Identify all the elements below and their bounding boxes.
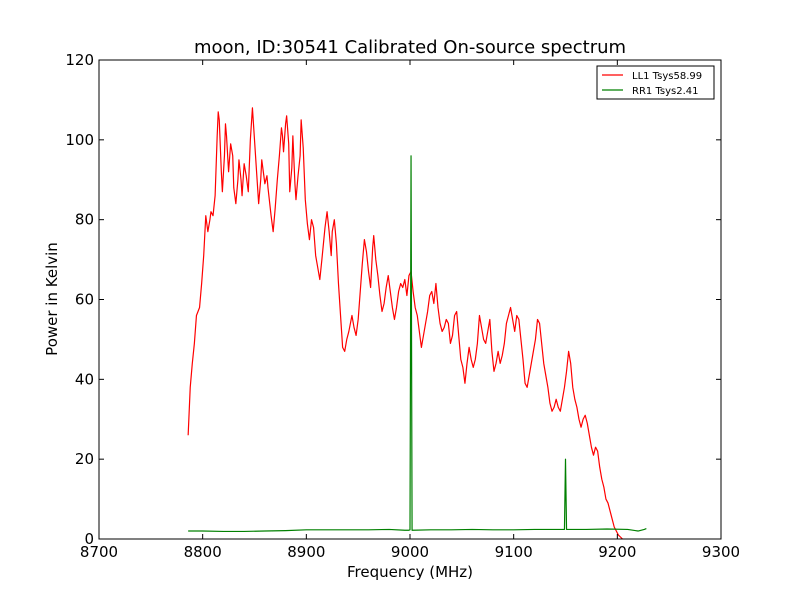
y-tick-label: 80 <box>75 211 94 229</box>
y-tick-label: 0 <box>84 530 94 548</box>
x-tick-label: 9100 <box>495 543 533 561</box>
x-tick-label: 8900 <box>287 543 325 561</box>
legend-box <box>596 65 715 100</box>
x-axis-label: Frequency (MHz) <box>347 563 473 581</box>
plot-area: 8700 8800 8900 9000 9100 9200 9300 0 20 40 60 80 100… <box>65 51 740 561</box>
x-tick-label: 9200 <box>598 543 636 561</box>
y-tick-label: 40 <box>75 370 94 388</box>
y-tick-label: 100 <box>65 131 94 149</box>
y-tick-label: 120 <box>65 51 94 69</box>
y-axis-label: Power in Kelvin <box>43 242 61 356</box>
series-line-rr1 <box>188 155 647 533</box>
series-line-ll1 <box>187 107 623 539</box>
x-tick-label: 8700 <box>80 543 118 561</box>
legend-label-rr1: RR1 Tsys2.41 <box>632 86 699 97</box>
x-tick-label: 8800 <box>184 543 222 561</box>
legend: LL1 Tsys58.99 RR1 Tsys2.41 <box>596 65 715 100</box>
series-group <box>187 107 647 539</box>
y-tick-label: 60 <box>75 291 94 309</box>
y-tick-label: 20 <box>75 450 94 468</box>
x-tick-label: 9300 <box>702 543 740 561</box>
x-tick-label: 9000 <box>391 543 429 561</box>
legend-label-ll1: LL1 Tsys58.99 <box>632 71 702 82</box>
chart-title: moon, ID:30541 Calibrated On-source spec… <box>194 37 626 58</box>
